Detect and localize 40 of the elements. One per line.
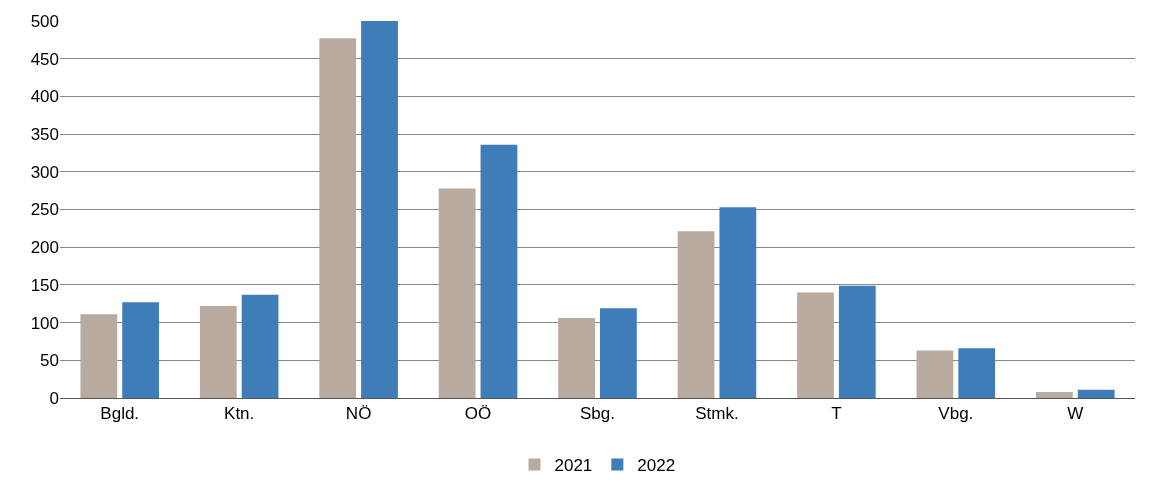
y-tick-label: 500 <box>30 11 59 31</box>
y-tick-label: 100 <box>30 313 59 333</box>
bar <box>122 302 160 398</box>
y-tick-label: 450 <box>30 49 59 69</box>
y-tick-label: 200 <box>30 238 59 258</box>
bar <box>558 318 595 398</box>
x-tick-label: Stmk. <box>695 404 739 424</box>
y-tick-label: 50 <box>40 351 59 371</box>
y-tick-label: 250 <box>30 200 59 220</box>
bar <box>319 38 357 398</box>
bar <box>241 294 279 398</box>
bar <box>797 292 834 398</box>
bar <box>1035 391 1073 398</box>
y-tick-label: 300 <box>30 162 59 182</box>
bar <box>1077 389 1115 398</box>
x-tick-label: Sbg. <box>580 404 615 424</box>
bar <box>916 350 954 398</box>
y-tick-label: 0 <box>49 388 59 408</box>
y-tick-label: 150 <box>30 275 59 295</box>
legend-label: 2021 <box>554 456 593 476</box>
bar <box>719 207 757 398</box>
bar <box>600 308 637 398</box>
x-tick-label: W <box>1067 404 1084 424</box>
x-tick-label: OÖ <box>464 404 492 424</box>
y-tick-label: 400 <box>30 87 59 107</box>
bar <box>480 144 518 398</box>
x-tick-label: Vbg. <box>938 404 974 424</box>
legend-label: 2022 <box>637 456 676 476</box>
bar <box>958 348 996 398</box>
bar <box>80 314 118 398</box>
x-tick-label: T <box>831 404 842 424</box>
x-tick-label: Ktn. <box>224 404 255 424</box>
bar <box>438 188 476 398</box>
bar <box>838 285 876 398</box>
bar <box>199 306 237 398</box>
y-tick-label: 350 <box>30 125 59 145</box>
bar <box>361 21 398 398</box>
x-tick-label: Bgld. <box>100 404 140 424</box>
x-tick-label: NÖ <box>345 404 372 424</box>
bar <box>677 231 715 398</box>
